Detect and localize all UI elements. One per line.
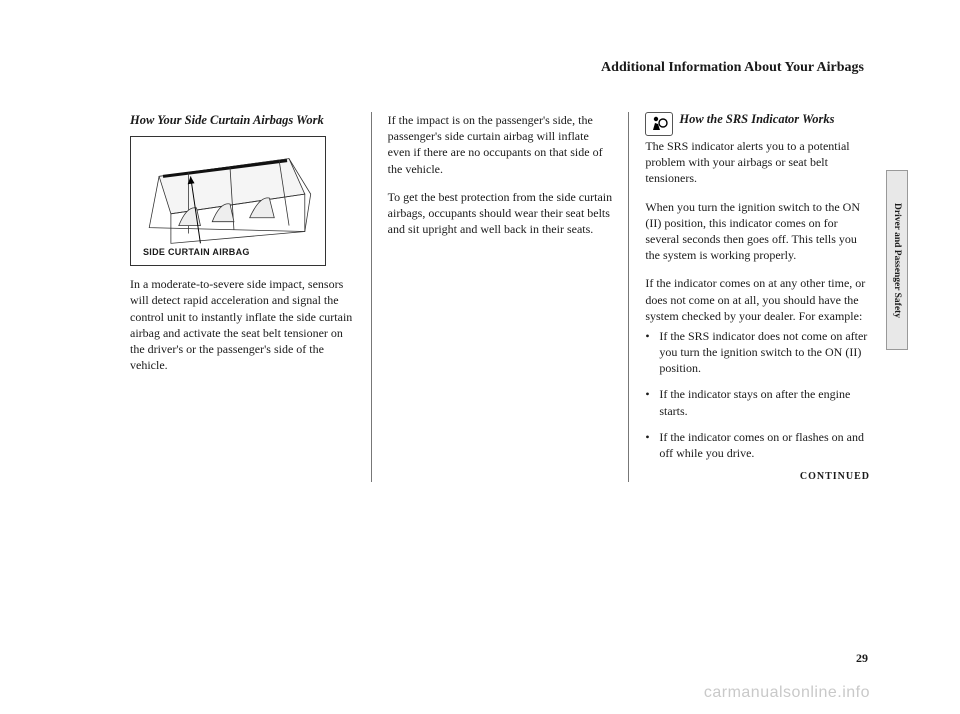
column-2: If the impact is on the passenger's side… bbox=[371, 112, 629, 482]
figure-label: SIDE CURTAIN AIRBAG bbox=[143, 247, 250, 257]
srs-indicator-icon bbox=[645, 112, 673, 136]
col3-paragraph-1: The SRS indicator alerts you to a potent… bbox=[645, 138, 870, 187]
watermark: carmanualsonline.info bbox=[704, 684, 870, 702]
srs-examples-list: • If the SRS indicator does not come on … bbox=[645, 328, 870, 461]
page-header: Additional Information About Your Airbag… bbox=[130, 60, 870, 76]
srs-indicator-title: How the SRS Indicator Works bbox=[679, 112, 834, 127]
column-1: How Your Side Curtain Airbags Work bbox=[130, 112, 371, 482]
col2-paragraph-1: If the impact is on the passenger's side… bbox=[388, 112, 613, 177]
list-item: • If the indicator stays on after the en… bbox=[645, 386, 870, 418]
bullet-dot: • bbox=[645, 328, 659, 377]
subhead-side-curtain: How Your Side Curtain Airbags Work bbox=[130, 112, 355, 128]
col2-paragraph-2: To get the best protection from the side… bbox=[388, 189, 613, 238]
col1-paragraph-1: In a moderate-to-severe side impact, sen… bbox=[130, 276, 355, 373]
person-airbag-glyph bbox=[650, 115, 668, 134]
page-number: 29 bbox=[856, 651, 868, 666]
bullet-text-2: If the indicator stays on after the engi… bbox=[659, 386, 870, 418]
bullet-dot: • bbox=[645, 386, 659, 418]
bullet-dot: • bbox=[645, 429, 659, 461]
list-item: • If the SRS indicator does not come on … bbox=[645, 328, 870, 377]
column-3: How the SRS Indicator Works The SRS indi… bbox=[628, 112, 870, 482]
indicator-heading-row: How the SRS Indicator Works bbox=[645, 112, 870, 136]
bullet-text-1: If the SRS indicator does not come on af… bbox=[659, 328, 870, 377]
car-cutaway-svg bbox=[131, 137, 325, 265]
list-item: • If the indicator comes on or flashes o… bbox=[645, 429, 870, 461]
col3-paragraph-3: If the indicator comes on at any other t… bbox=[645, 275, 870, 324]
bullet-text-3: If the indicator comes on or flashes on … bbox=[659, 429, 870, 461]
section-tab: Driver and Passenger Safety bbox=[886, 170, 908, 350]
manual-page: Additional Information About Your Airbag… bbox=[0, 0, 960, 714]
content-columns: How Your Side Curtain Airbags Work bbox=[130, 112, 870, 482]
col3-paragraph-2: When you turn the ignition switch to the… bbox=[645, 199, 870, 264]
continued-label: CONTINUED bbox=[645, 471, 870, 482]
airbag-illustration: SIDE CURTAIN AIRBAG bbox=[130, 136, 326, 266]
